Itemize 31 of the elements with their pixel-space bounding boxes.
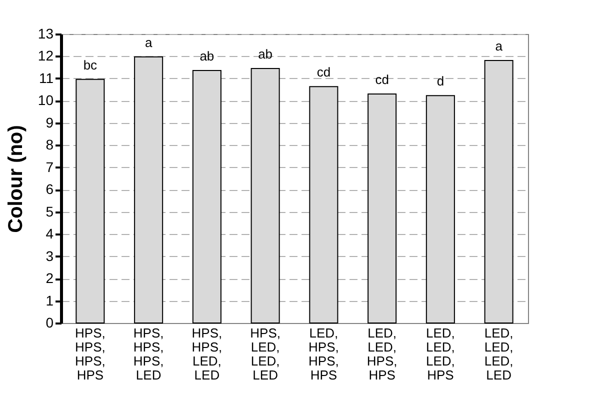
annotation: a [495, 38, 504, 54]
annotation: a [144, 34, 153, 50]
annotation: d [436, 74, 444, 89]
annotation: cd [316, 64, 331, 80]
x-tick-label: HPS, HPS, HPS, LED [133, 326, 164, 382]
annotation: ab [200, 48, 214, 64]
annotation: cd [375, 72, 389, 88]
x-tick-label: HPS, HPS, LED, LED [192, 326, 222, 382]
y-tick-label: 8 [46, 136, 54, 153]
x-tick-label: LED, LED, LED, LED [484, 326, 514, 382]
x-tick-label: HPS, HPS, HPS, HPS [75, 326, 106, 382]
annotation: ab [258, 46, 273, 62]
y-tick-label: 9 [46, 114, 54, 130]
y-tick-label: 10 [38, 92, 54, 108]
y-tick-label: 2 [46, 270, 54, 286]
y-tick-label: 13 [38, 26, 54, 42]
y-tick-label: 0 [46, 314, 54, 330]
y-tick-label: 6 [46, 181, 54, 198]
y-axis-title: Colour (no) [4, 125, 27, 233]
x-tick-label: LED, HPS, HPS, HPS [308, 326, 339, 382]
y-tick-label: 11 [38, 70, 54, 86]
y-tick-label: 7 [46, 158, 54, 175]
x-tick-label: HPS, LED, LED, LED [250, 326, 280, 382]
x-tick-label: LED, LED, LED, HPS [426, 326, 455, 382]
y-tick-label: 4 [46, 226, 54, 242]
y-tick-label: 5 [46, 203, 54, 220]
y-tick-label: 3 [46, 248, 54, 264]
y-tick-label: 1 [46, 292, 54, 308]
annotation: bc [83, 57, 98, 72]
y-tick-label: 12 [38, 48, 54, 64]
x-tick-label: LED, LED, HPS, HPS [366, 326, 398, 382]
